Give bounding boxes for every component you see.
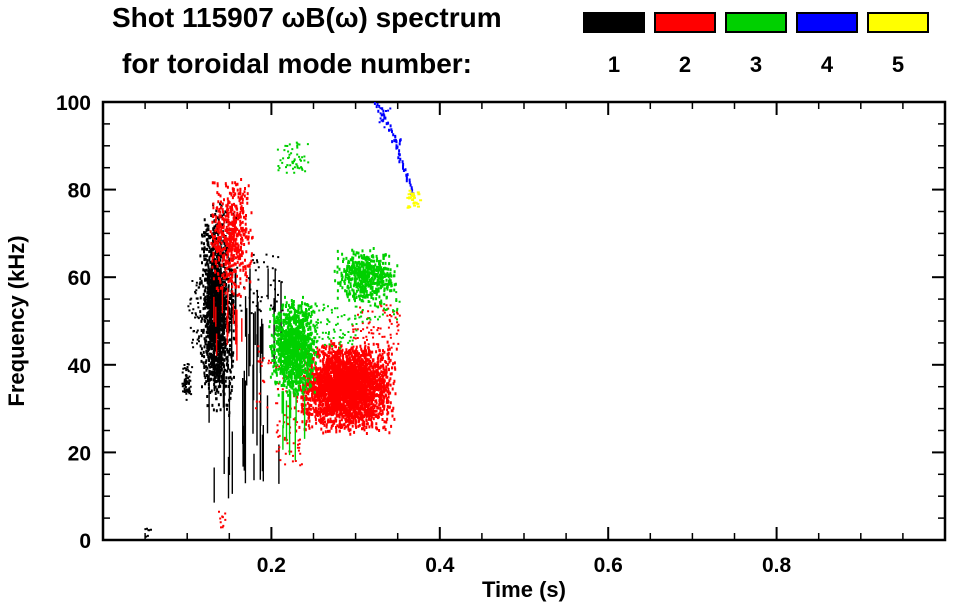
legend-swatch-n5 <box>867 12 929 33</box>
legend-swatch-n4 <box>796 12 858 33</box>
scatter-n2-cluster-5 <box>275 410 303 467</box>
x-tick-label: 0.2 <box>257 554 286 577</box>
x-tick-label: 0.4 <box>425 554 455 577</box>
chart-subtitle: for toroidal mode number: <box>122 48 472 79</box>
scatter-n3-cluster-1 <box>333 247 399 306</box>
scatter-n2-cluster-3 <box>301 348 393 420</box>
scatter-n2-cluster-4 <box>351 303 401 349</box>
chart-header: Shot 115907 ωB(ω) spectrum for toroidal … <box>0 0 963 92</box>
scatter-n3-cluster-3 <box>276 141 310 174</box>
x-tick-label: 0.8 <box>762 554 792 577</box>
legend-label-n3: 3 <box>749 52 763 77</box>
legend-swatch-n1 <box>583 12 645 33</box>
y-axis-label: Frequency (kHz) <box>4 235 29 406</box>
plot-area: 0.2 0.4 0.6 0.8 0 20 40 60 80 100 Time (s) Frequenc… <box>0 92 963 615</box>
scatter-n2-cluster-6 <box>218 510 227 529</box>
scatter-n2-cluster-1 <box>213 286 243 361</box>
scatter-n1-cluster-3 <box>181 363 194 401</box>
scatter-n3-cluster-5 <box>358 291 401 323</box>
y-tick-label: 20 <box>68 442 91 465</box>
legend-label-n5: 5 <box>891 52 905 77</box>
spectrum-plot: 0.2 0.4 0.6 0.8 0 20 40 60 80 100 Time (s) Frequenc… <box>4 92 947 602</box>
scatter-n4-cluster-2 <box>378 107 392 129</box>
legend-swatch-n3 <box>725 12 787 33</box>
chart-title: Shot 115907 ωB(ω) spectrum <box>112 2 502 33</box>
y-tick-label: 40 <box>68 355 91 378</box>
y-tick-label: 80 <box>68 180 91 203</box>
scatter-n1-cluster-6 <box>187 280 201 349</box>
legend-label-n1: 1 <box>607 52 621 77</box>
scatter-n2-cluster-0 <box>209 178 254 298</box>
scatter-n3-cluster-4 <box>281 391 306 461</box>
scatter-n4-cluster-0 <box>373 102 402 146</box>
scatter-n3-cluster-2 <box>314 303 358 350</box>
legend-swatch-n2 <box>654 12 716 33</box>
scatter-n5-cluster-0 <box>406 189 423 209</box>
x-tick-label: 0.6 <box>594 554 623 577</box>
scatter-n4-cluster-1 <box>391 139 415 196</box>
scatter-n1-cluster-4 <box>144 527 152 538</box>
y-tick-label: 0 <box>79 530 91 553</box>
legend-label-n4: 4 <box>820 52 834 77</box>
y-tick-label: 60 <box>68 267 91 290</box>
y-tick-label: 100 <box>56 92 91 115</box>
scatter-n3-cluster-0 <box>268 295 319 397</box>
legend-label-n2: 2 <box>678 52 692 77</box>
x-axis-label: Time (s) <box>482 577 566 602</box>
